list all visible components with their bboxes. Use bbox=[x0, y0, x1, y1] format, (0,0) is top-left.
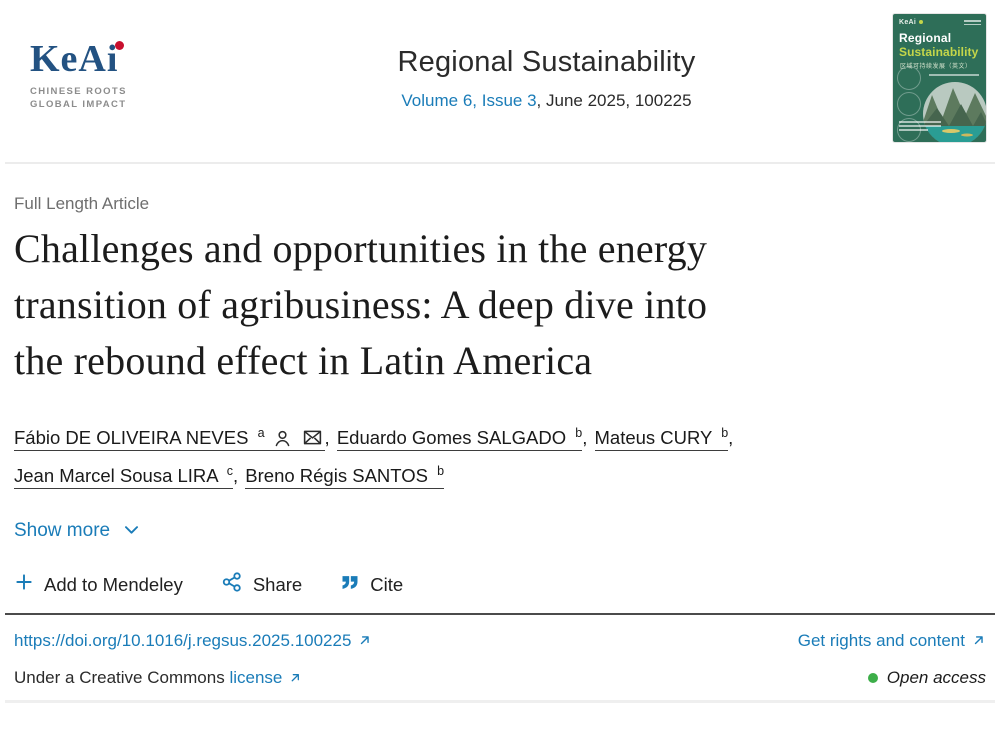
author-name: Eduardo Gomes SALGADO bbox=[336, 427, 572, 448]
add-to-mendeley-label: Add to Mendeley bbox=[44, 573, 183, 595]
keai-wordmark: KeAi bbox=[30, 38, 125, 80]
journal-header: KeAi CHINESE ROOTS GLOBAL IMPACT Regiona… bbox=[0, 0, 1000, 152]
open-access-label: Open access bbox=[886, 668, 986, 688]
chevron-down-icon bbox=[122, 517, 141, 545]
keai-red-dot-icon bbox=[115, 41, 125, 50]
author-affiliation-sup: b bbox=[437, 464, 445, 479]
doi-link[interactable]: https://doi.org/10.1016/j.regsus.2025.10… bbox=[14, 631, 372, 651]
cover-ring-decoration bbox=[897, 66, 921, 90]
author-name: Fábio DE OLIVEIRA NEVES bbox=[14, 427, 254, 448]
external-link-icon bbox=[289, 668, 302, 688]
author-name: Jean Marcel Sousa LIRA bbox=[14, 465, 223, 487]
add-to-mendeley-button[interactable]: Add to Mendeley bbox=[14, 572, 183, 597]
author-separator: , bbox=[728, 427, 734, 448]
cover-chinese-subtitle: 区域可持续发展（英文） bbox=[900, 64, 972, 70]
author-link[interactable]: Eduardo Gomes SALGADO b bbox=[336, 426, 583, 451]
show-more-button[interactable]: Show more bbox=[14, 517, 141, 545]
keai-tagline: CHINESE ROOTS GLOBAL IMPACT bbox=[30, 86, 127, 110]
author-name: Breno Régis SANTOS bbox=[245, 465, 434, 487]
author-separator: , bbox=[233, 465, 244, 487]
cite-label: Cite bbox=[370, 573, 404, 595]
header-divider bbox=[5, 162, 995, 164]
cover-footer-text bbox=[899, 121, 941, 133]
license-prefix-text: Under a Creative Commons bbox=[14, 668, 225, 688]
cover-mountain-photo bbox=[923, 82, 986, 142]
open-access-badge: Open access bbox=[867, 668, 986, 688]
open-access-dot-icon bbox=[867, 673, 878, 684]
share-button[interactable]: Share bbox=[221, 571, 302, 598]
envelope-icon bbox=[302, 419, 323, 457]
author-link[interactable]: Fábio DE OLIVEIRA NEVES a bbox=[14, 426, 325, 451]
article-head: Full Length Article Challenges and oppor… bbox=[0, 194, 1000, 598]
license-row: Under a Creative Commons license Open ac… bbox=[0, 668, 1000, 688]
author-separator: , bbox=[582, 427, 593, 448]
author-link[interactable]: Jean Marcel Sousa LIRA c bbox=[14, 464, 233, 490]
cover-issn-text bbox=[964, 20, 981, 27]
share-icon bbox=[221, 571, 243, 598]
cover-ring-decoration bbox=[897, 92, 921, 116]
issue-date-text: , June 2025, 100225 bbox=[536, 91, 692, 110]
license-link-text: license bbox=[229, 668, 283, 688]
journal-title-link[interactable]: Regional Sustainability bbox=[397, 46, 696, 78]
keai-wordmark-text: KeAi bbox=[30, 38, 119, 80]
plus-icon bbox=[14, 572, 34, 597]
cover-title-line2: Sustainability bbox=[899, 45, 979, 59]
share-label: Share bbox=[252, 573, 303, 595]
quote-cite-icon bbox=[340, 572, 360, 597]
show-more-label: Show more bbox=[14, 520, 111, 542]
journal-cover-thumbnail[interactable]: KeAi Regional Sustainability 区域可持续发展（英文） bbox=[893, 14, 986, 142]
keai-logo[interactable]: KeAi CHINESE ROOTS GLOBAL IMPACT bbox=[30, 40, 200, 111]
issue-link[interactable]: Volume 6, Issue 3 bbox=[401, 91, 537, 110]
license-link[interactable]: license bbox=[229, 668, 302, 687]
author-affiliation-sup: a bbox=[257, 426, 265, 440]
section-divider bbox=[5, 613, 995, 616]
action-toolbar: Add to Mendeley Share Ci bbox=[14, 571, 986, 598]
cite-button[interactable]: Cite bbox=[340, 572, 403, 597]
author-affiliation-sup: b bbox=[721, 426, 729, 440]
license-statement: Under a Creative Commons license bbox=[14, 668, 302, 688]
author-link[interactable]: Breno Régis SANTOS b bbox=[245, 464, 445, 490]
get-rights-text: Get rights and content bbox=[797, 631, 965, 651]
doi-row: https://doi.org/10.1016/j.regsus.2025.10… bbox=[0, 631, 1000, 651]
get-rights-link[interactable]: Get rights and content bbox=[798, 631, 986, 651]
external-link-icon bbox=[972, 631, 986, 651]
journal-title-block: Regional Sustainability Volume 6, Issue … bbox=[200, 46, 893, 111]
cover-keai-logo: KeAi bbox=[899, 19, 923, 26]
article-title: Challenges and opportunities in the ener… bbox=[14, 226, 708, 383]
cover-title-line1: Regional bbox=[899, 31, 952, 45]
author-link[interactable]: Mateus CURY b bbox=[594, 426, 729, 451]
bottom-divider bbox=[5, 700, 995, 704]
cover-issue-text bbox=[929, 74, 979, 76]
person-icon bbox=[273, 419, 292, 457]
author-separator: , bbox=[324, 427, 335, 448]
author-list: Fábio DE OLIVEIRA NEVES a, Eduardo Gomes… bbox=[14, 419, 824, 495]
external-link-icon bbox=[358, 631, 372, 651]
author-affiliation-sup: c bbox=[226, 464, 233, 479]
issue-line: Volume 6, Issue 3, June 2025, 100225 bbox=[200, 91, 893, 111]
doi-text: https://doi.org/10.1016/j.regsus.2025.10… bbox=[14, 631, 352, 651]
article-type-label: Full Length Article bbox=[14, 194, 150, 213]
author-name: Mateus CURY bbox=[594, 427, 718, 448]
author-affiliation-sup: b bbox=[575, 426, 583, 440]
